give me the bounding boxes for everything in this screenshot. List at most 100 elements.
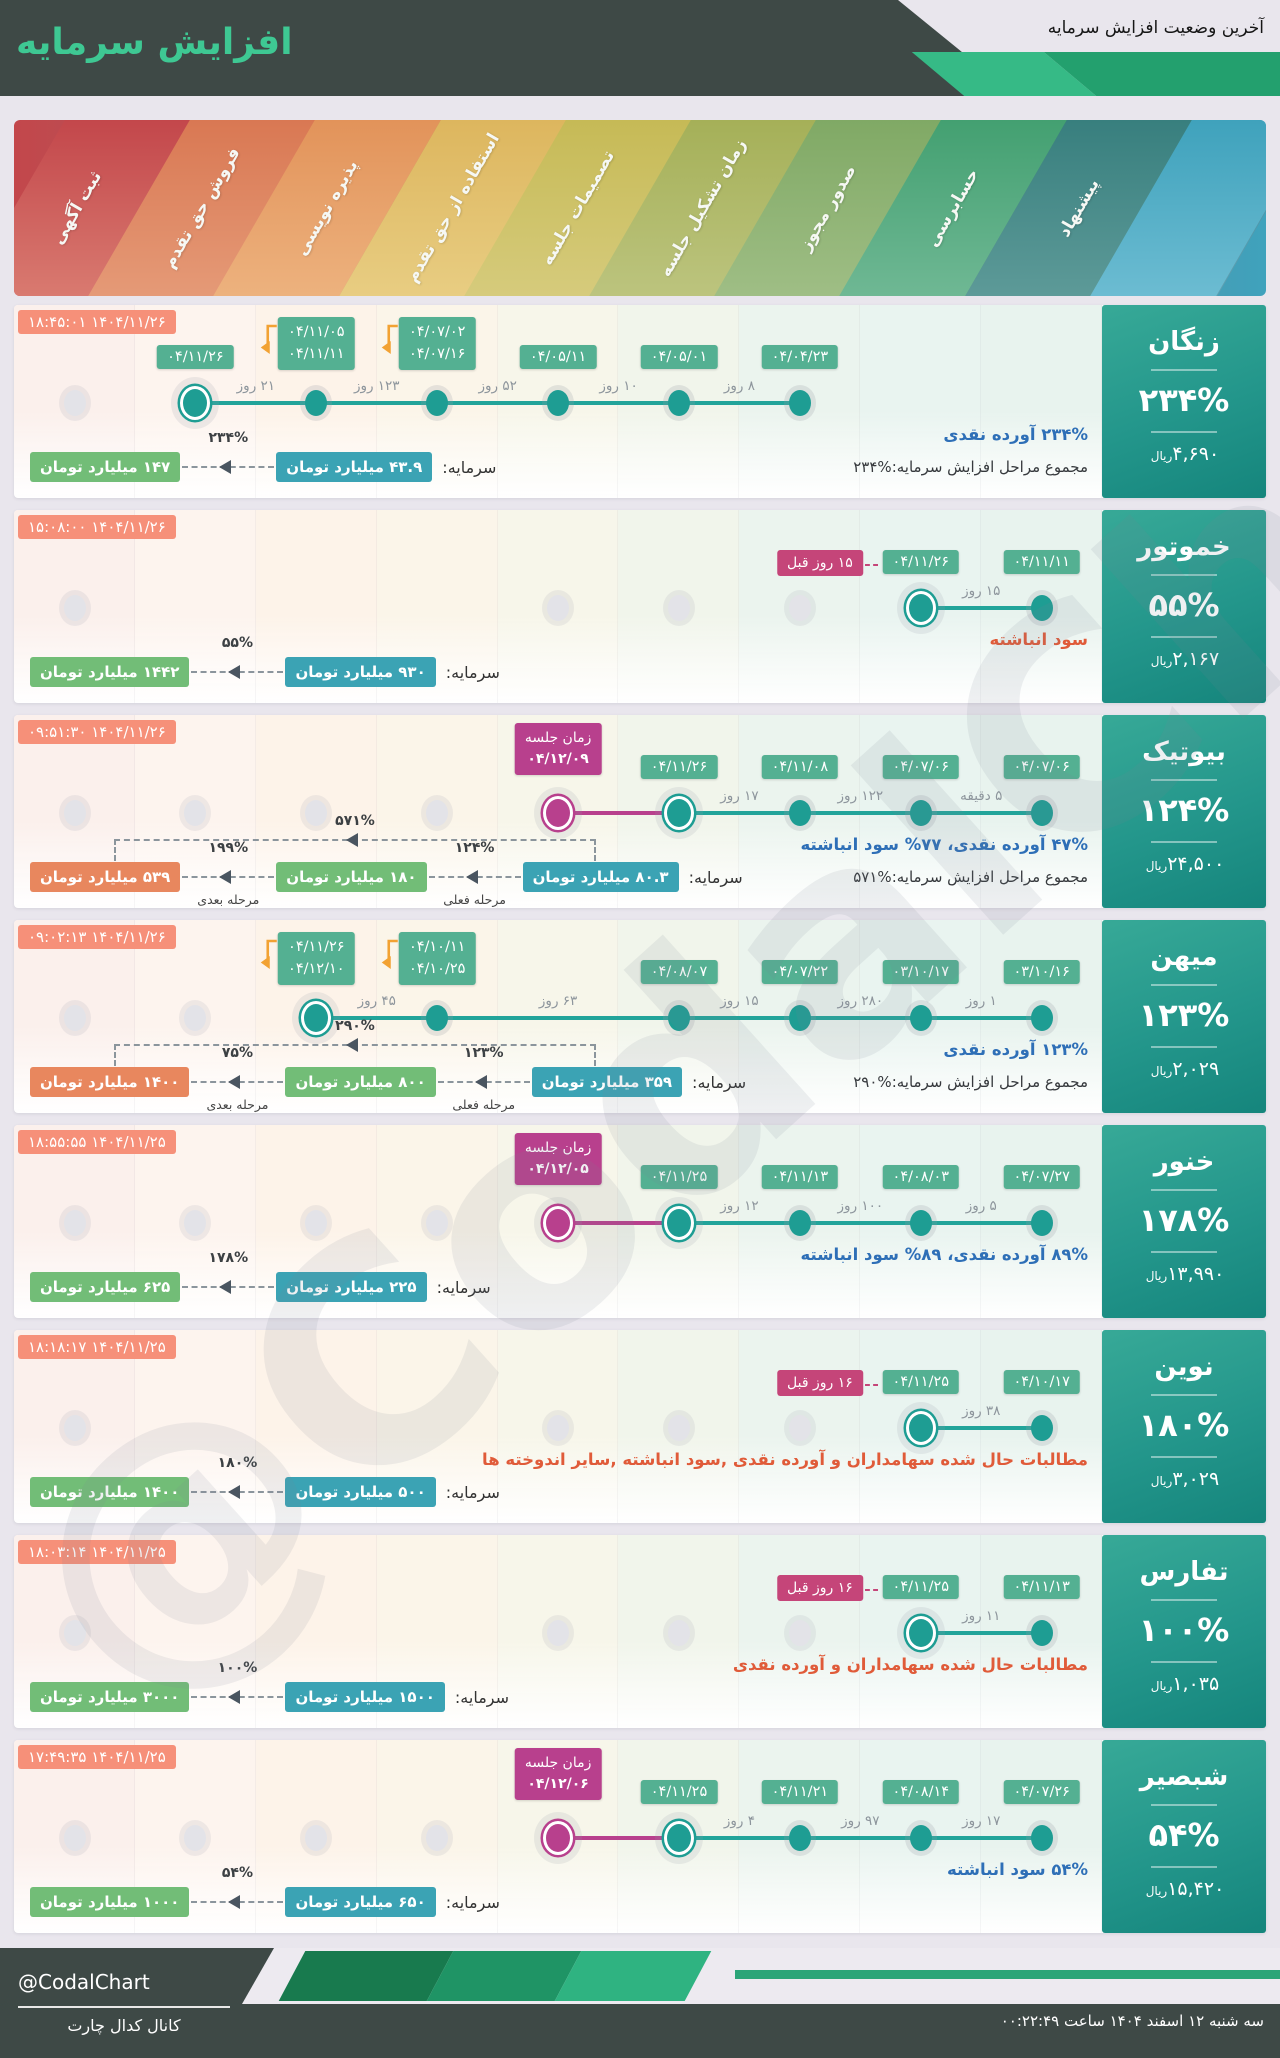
completed-node: [1030, 800, 1053, 826]
current-node: [664, 1206, 694, 1240]
meeting-date-badge: زمان جلسه ۰۴/۱۲/۰۹: [514, 723, 602, 775]
company-name: زنگان: [1148, 327, 1220, 357]
days-ago-badge: ۱۶ روز قبل: [777, 1575, 863, 1601]
completed-node: [788, 390, 811, 416]
header-dark-band: [0, 0, 1016, 96]
company-panel: زنگان ۲۳۴% ۴,۶۹۰ریال: [1102, 305, 1266, 498]
pending-node: [547, 595, 570, 621]
footer-green-shape-3: [554, 1951, 712, 2001]
date-badge: ۰۴/۰۴/۲۳: [761, 345, 839, 369]
pending-node: [668, 595, 690, 621]
meeting-date: ۰۴/۱۲/۰۶: [527, 1776, 589, 1792]
total-stages-label: مجموع مراحل افزایش سرمایه:: [891, 1073, 1088, 1091]
rial-value: ۲,۱۶۷: [1172, 648, 1220, 670]
footer-green-bar: [735, 1970, 1280, 1979]
company-percent: ۱۲۳%: [1138, 996, 1230, 1034]
return-arrow-icon: [380, 935, 400, 982]
pending-node: [547, 1620, 570, 1646]
capital-box-green: ۱۸۰ میلیارد تومان: [276, 862, 427, 892]
capital-box-green: ۳۰۰۰ میلیارد تومان: [30, 1682, 190, 1712]
pending-node: [426, 800, 449, 826]
rial-unit: ریال: [1150, 654, 1173, 668]
total-stages-percent: ۵۷۱%: [853, 868, 892, 886]
date-badge: ۰۴/۱۱/۱۳: [1003, 1575, 1080, 1599]
capital-box-blue: ۶۵۰ میلیارد تومان: [285, 1887, 436, 1917]
days-between-label: ۱۵ روز: [720, 993, 759, 1009]
company-rial: ۳,۰۲۹ریال: [1102, 1468, 1266, 1490]
description-text: ۱۲۳% آورده نقدی: [943, 1040, 1088, 1059]
company-panel: خنور ۱۷۸% ۱۳,۹۹۰ریال: [1102, 1125, 1266, 1318]
stage-step-label: مرحله فعلی: [452, 1097, 516, 1112]
date-badge: ۰۴/۱۱/۲۵: [882, 1575, 960, 1599]
description-text: ۲۳۴% آورده نقدی: [943, 425, 1088, 444]
completed-node: [668, 1005, 690, 1031]
date-line: ۰۴/۰۸/۱۴: [892, 1784, 950, 1800]
company-percent: ۵۴%: [1148, 1816, 1220, 1854]
capital-label: سرمایه:: [445, 1892, 500, 1912]
date-badge: ۰۴/۰۷/۰۶: [882, 755, 960, 779]
completed-node: [909, 1005, 932, 1031]
date-line: ۰۴/۰۷/۱۶: [408, 346, 466, 363]
days-between-label: ۲۸۰ روز: [837, 993, 884, 1009]
company-card-2: ۰۴/۱۱/۱۱ ۰۴/۱۱/۲۶ ۱۵ روز قبل ۱۵ روز ۱۴۰۴/۱۱/…: [14, 510, 1266, 703]
rial-unit: ریال: [1150, 449, 1173, 463]
capital-chain: ۱۴۷ میلیارد تومان ۲۳۴% ۴۳.۹ میلیارد تومان س…: [30, 430, 496, 482]
date-line: ۰۴/۱۱/۱۱: [288, 346, 345, 363]
dashed-connector: [864, 1384, 878, 1386]
panel-divider: [1151, 636, 1217, 638]
date-line: ۰۴/۱۰/۱۷: [1013, 1374, 1070, 1390]
capital-arrow: ۵۴%: [189, 1865, 285, 1917]
capital-box-green: ۱۴۴۲ میلیارد تومان: [30, 657, 190, 687]
timeline-column-9: [981, 305, 1102, 498]
capital-chain: ۱۴۴۲ میلیارد تومان ۵۵% ۹۳۰ میلیارد تومان سر…: [30, 635, 500, 687]
days-between-label: ۱۲ روز: [720, 1198, 759, 1214]
total-stages-label: مجموع مراحل افزایش سرمایه:: [891, 868, 1088, 886]
timeline-line: [920, 1426, 1042, 1430]
pending-node: [184, 1005, 207, 1031]
meeting-date-badge: زمان جلسه ۰۴/۱۲/۰۵: [514, 1133, 602, 1185]
total-stages-label: مجموع مراحل افزایش سرمایه:: [891, 458, 1088, 476]
company-card-3: ۰۴/۱۱/۰۸ ۰۴/۰۷/۰۶ ۰۴/۰۷/۰۶ ۰۴/۱۱/۲۶ زمان جلس…: [14, 715, 1266, 908]
capital-percent: ۷۵%: [221, 1045, 254, 1061]
date-badge: ۰۴/۱۱/۲۵: [640, 1780, 718, 1804]
date-line: ۰۴/۰۷/۲۷: [1013, 1169, 1070, 1185]
pending-node: [184, 800, 207, 826]
company-panel: نوین ۱۸۰% ۳,۰۲۹ریال: [1102, 1330, 1266, 1523]
rial-value: ۱,۰۳۵: [1172, 1673, 1220, 1695]
current-node: [905, 1411, 936, 1445]
pending-node: [426, 1210, 449, 1236]
current-node: [180, 386, 211, 420]
arrow-left-icon: [228, 1690, 241, 1704]
completed-node: [909, 1825, 932, 1851]
completed-node: [1030, 1210, 1053, 1236]
pending-node: [426, 1825, 449, 1851]
completed-node: [788, 1825, 811, 1851]
meeting-line: [558, 1221, 679, 1225]
capital-arrow: ۱۹۹% مرحله بعدی: [180, 840, 276, 907]
date-line: ۰۴/۰۴/۲۳: [771, 349, 829, 365]
company-card-5: ۰۴/۱۱/۱۳ ۰۴/۰۸/۰۳ ۰۴/۰۷/۲۷ ۰۴/۱۱/۲۵ زمان جلس…: [14, 1125, 1266, 1318]
date-line: ۰۴/۱۱/۱۳: [1013, 1579, 1070, 1595]
date-badge: ۰۳/۱۰/۱۶: [1003, 960, 1080, 984]
pending-node: [788, 1415, 811, 1441]
date-line: ۰۴/۰۸/۰۳: [892, 1169, 950, 1185]
company-panel: میهن ۱۲۳% ۲,۰۲۹ریال: [1102, 920, 1266, 1113]
company-rial: ۲۴,۵۰۰ریال: [1102, 853, 1266, 875]
days-between-label: ۶۳ روز: [538, 993, 578, 1009]
rial-unit: ریال: [1145, 859, 1168, 873]
footer-divider: [18, 2006, 230, 2008]
pending-node: [547, 1415, 570, 1441]
pending-node: [63, 1620, 86, 1646]
timestamp-badge: ۱۴۰۴/۱۱/۲۶ ۰۹:۰۲:۱۳: [18, 925, 176, 949]
stage-step-label: مرحله بعدی: [206, 1097, 269, 1112]
completed-node: [788, 1005, 811, 1031]
capital-box-orange: ۵۳۹ میلیارد تومان: [30, 862, 181, 892]
date-line: ۰۴/۰۷/۰۶: [892, 759, 950, 775]
completed-node: [1030, 595, 1053, 621]
pending-node: [305, 1825, 328, 1851]
arrow-left-icon: [228, 1895, 241, 1909]
company-name: تفارس: [1139, 1557, 1229, 1587]
capital-label: سرمایه:: [454, 1687, 510, 1707]
date-badge: ۰۴/۱۱/۰۸: [761, 755, 839, 779]
capital-arrow: ۵۵%: [189, 635, 285, 687]
